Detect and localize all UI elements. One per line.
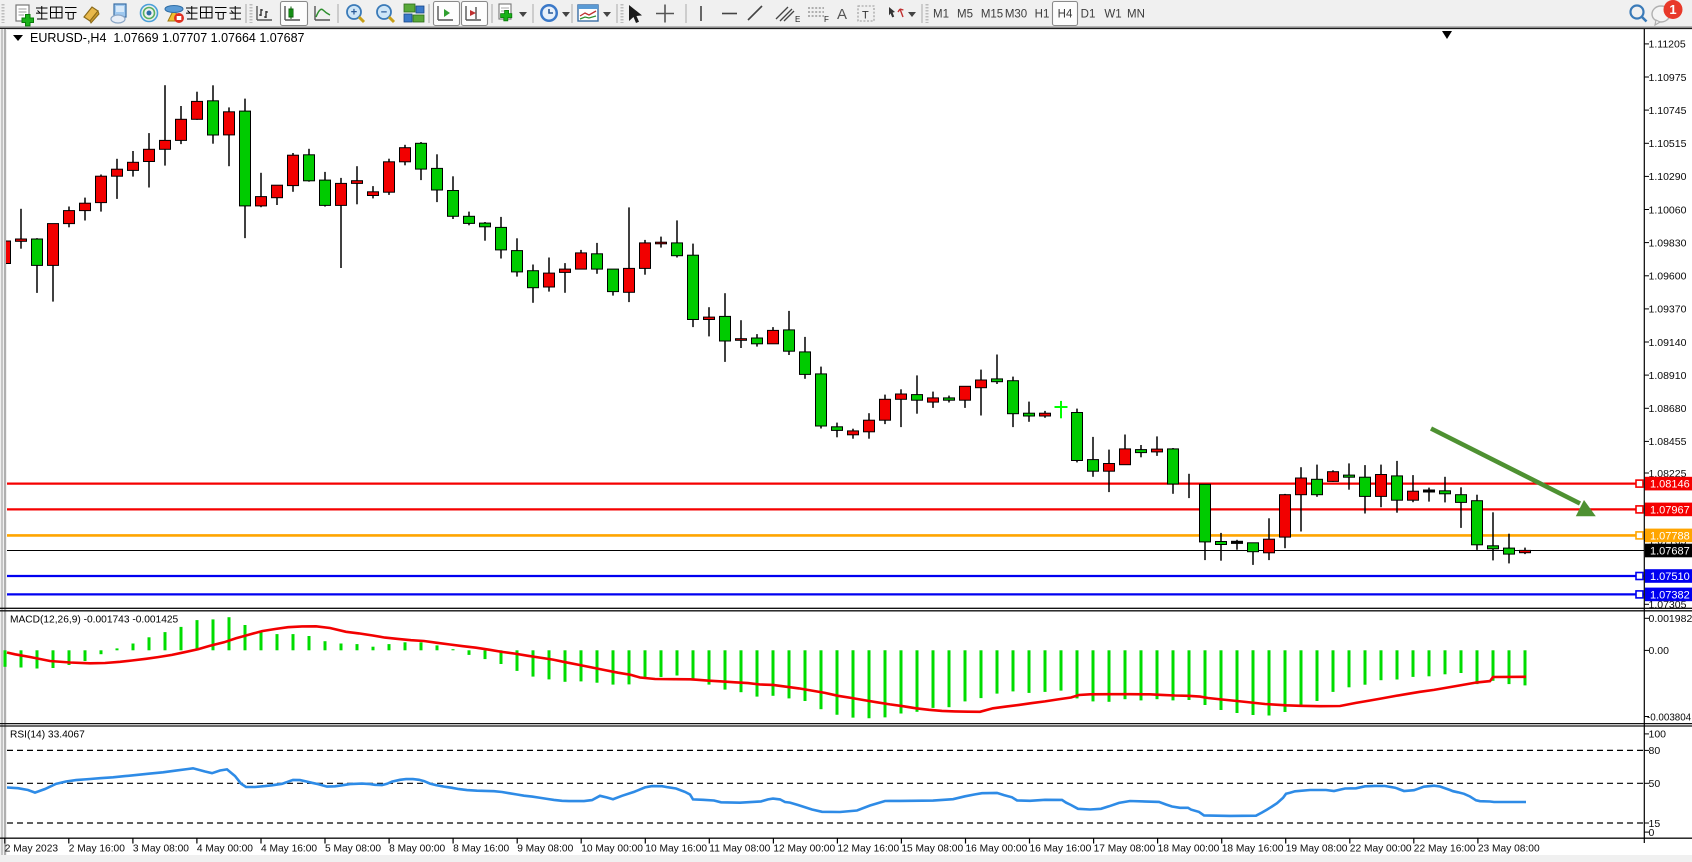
svg-text:8 May 16:00: 8 May 16:00: [453, 844, 509, 855]
svg-text:1.07967: 1.07967: [1650, 504, 1690, 516]
svg-text:4 May 16:00: 4 May 16:00: [261, 844, 317, 855]
svg-text:1.08146: 1.08146: [1650, 479, 1690, 491]
svg-text:0: 0: [1649, 827, 1655, 839]
svg-text:19 May 08:00: 19 May 08:00: [1286, 844, 1348, 855]
svg-text:M5: M5: [957, 9, 973, 21]
svg-text:1: 1: [1669, 2, 1676, 17]
svg-text:H4: H4: [1058, 9, 1073, 21]
svg-text:1.10975: 1.10975: [1649, 72, 1687, 84]
svg-text:1.09600: 1.09600: [1649, 271, 1687, 283]
svg-text:1.08680: 1.08680: [1649, 403, 1687, 415]
svg-text:1.07510: 1.07510: [1650, 571, 1690, 583]
svg-text:MACD(12,26,9) -0.001743 -0.001: MACD(12,26,9) -0.001743 -0.001425: [10, 615, 179, 626]
svg-text:1.10745: 1.10745: [1649, 105, 1687, 117]
svg-text:12 May 16:00: 12 May 16:00: [837, 844, 899, 855]
svg-text:16 May 16:00: 16 May 16:00: [1030, 844, 1092, 855]
svg-text:A: A: [837, 6, 847, 23]
svg-text:1.07788: 1.07788: [1650, 530, 1690, 542]
svg-text:M15: M15: [981, 9, 1003, 21]
svg-text:9 May 08:00: 9 May 08:00: [517, 844, 573, 855]
svg-text:5 May 08:00: 5 May 08:00: [325, 844, 381, 855]
svg-text:1.09370: 1.09370: [1649, 304, 1687, 316]
svg-text:1.07305: 1.07305: [1649, 599, 1687, 611]
svg-text:18 May 00:00: 18 May 00:00: [1158, 844, 1220, 855]
svg-text:-0.003804: -0.003804: [1647, 712, 1692, 723]
svg-text:1.10515: 1.10515: [1649, 138, 1687, 150]
svg-text:T: T: [862, 10, 869, 22]
svg-text:3 May 08:00: 3 May 08:00: [133, 844, 189, 855]
svg-text:M30: M30: [1005, 9, 1027, 21]
svg-text:−: −: [381, 7, 387, 19]
svg-text:80: 80: [1649, 745, 1661, 757]
svg-text:15: 15: [1649, 818, 1661, 830]
svg-text:2 May 2023: 2 May 2023: [5, 844, 59, 855]
svg-text:18 May 16:00: 18 May 16:00: [1222, 844, 1284, 855]
svg-text:+: +: [351, 7, 357, 19]
svg-text:4 May 00:00: 4 May 00:00: [197, 844, 253, 855]
svg-text:17 May 08:00: 17 May 08:00: [1094, 844, 1156, 855]
svg-text:1.08455: 1.08455: [1649, 436, 1687, 448]
svg-text:RSI(14) 33.4067: RSI(14) 33.4067: [10, 730, 85, 741]
svg-text:2 May 16:00: 2 May 16:00: [69, 844, 125, 855]
svg-text:0.001982: 0.001982: [1649, 613, 1692, 625]
svg-text:50: 50: [1649, 778, 1661, 790]
svg-text:1.07687: 1.07687: [1650, 546, 1690, 558]
svg-text:1.08910: 1.08910: [1649, 370, 1687, 382]
svg-text:1.10060: 1.10060: [1649, 204, 1687, 216]
svg-text:H1: H1: [1035, 9, 1050, 21]
svg-text:1.09140: 1.09140: [1649, 337, 1687, 349]
svg-text:8 May 00:00: 8 May 00:00: [389, 844, 445, 855]
svg-text:M1: M1: [933, 9, 949, 21]
svg-text:22 May 00:00: 22 May 00:00: [1350, 844, 1412, 855]
svg-text:E: E: [795, 15, 800, 24]
svg-text:MN: MN: [1127, 9, 1145, 21]
svg-text:100: 100: [1649, 729, 1667, 741]
svg-text:1.07382: 1.07382: [1650, 589, 1690, 601]
svg-text:F: F: [824, 15, 829, 24]
svg-text:10 May 16:00: 10 May 16:00: [645, 844, 707, 855]
svg-text:D1: D1: [1081, 9, 1096, 21]
svg-text:22 May 16:00: 22 May 16:00: [1414, 844, 1476, 855]
svg-text:W1: W1: [1104, 9, 1121, 21]
svg-text:12 May 00:00: 12 May 00:00: [773, 844, 835, 855]
svg-text:1.09830: 1.09830: [1649, 237, 1687, 249]
svg-text:23 May 08:00: 23 May 08:00: [1478, 844, 1540, 855]
svg-text:1.10290: 1.10290: [1649, 171, 1687, 183]
svg-text:11 May 08:00: 11 May 08:00: [709, 844, 770, 855]
svg-text:EURUSD-,H4 1.07669 1.07707 1.: EURUSD-,H4 1.07669 1.07707 1.07664 1.076…: [30, 31, 305, 45]
svg-text:16 May 00:00: 16 May 00:00: [966, 844, 1028, 855]
svg-text:15 May 08:00: 15 May 08:00: [901, 844, 963, 855]
svg-text:0.00: 0.00: [1649, 645, 1670, 657]
svg-text:1.11205: 1.11205: [1649, 39, 1686, 51]
svg-text:10 May 00:00: 10 May 00:00: [581, 844, 643, 855]
